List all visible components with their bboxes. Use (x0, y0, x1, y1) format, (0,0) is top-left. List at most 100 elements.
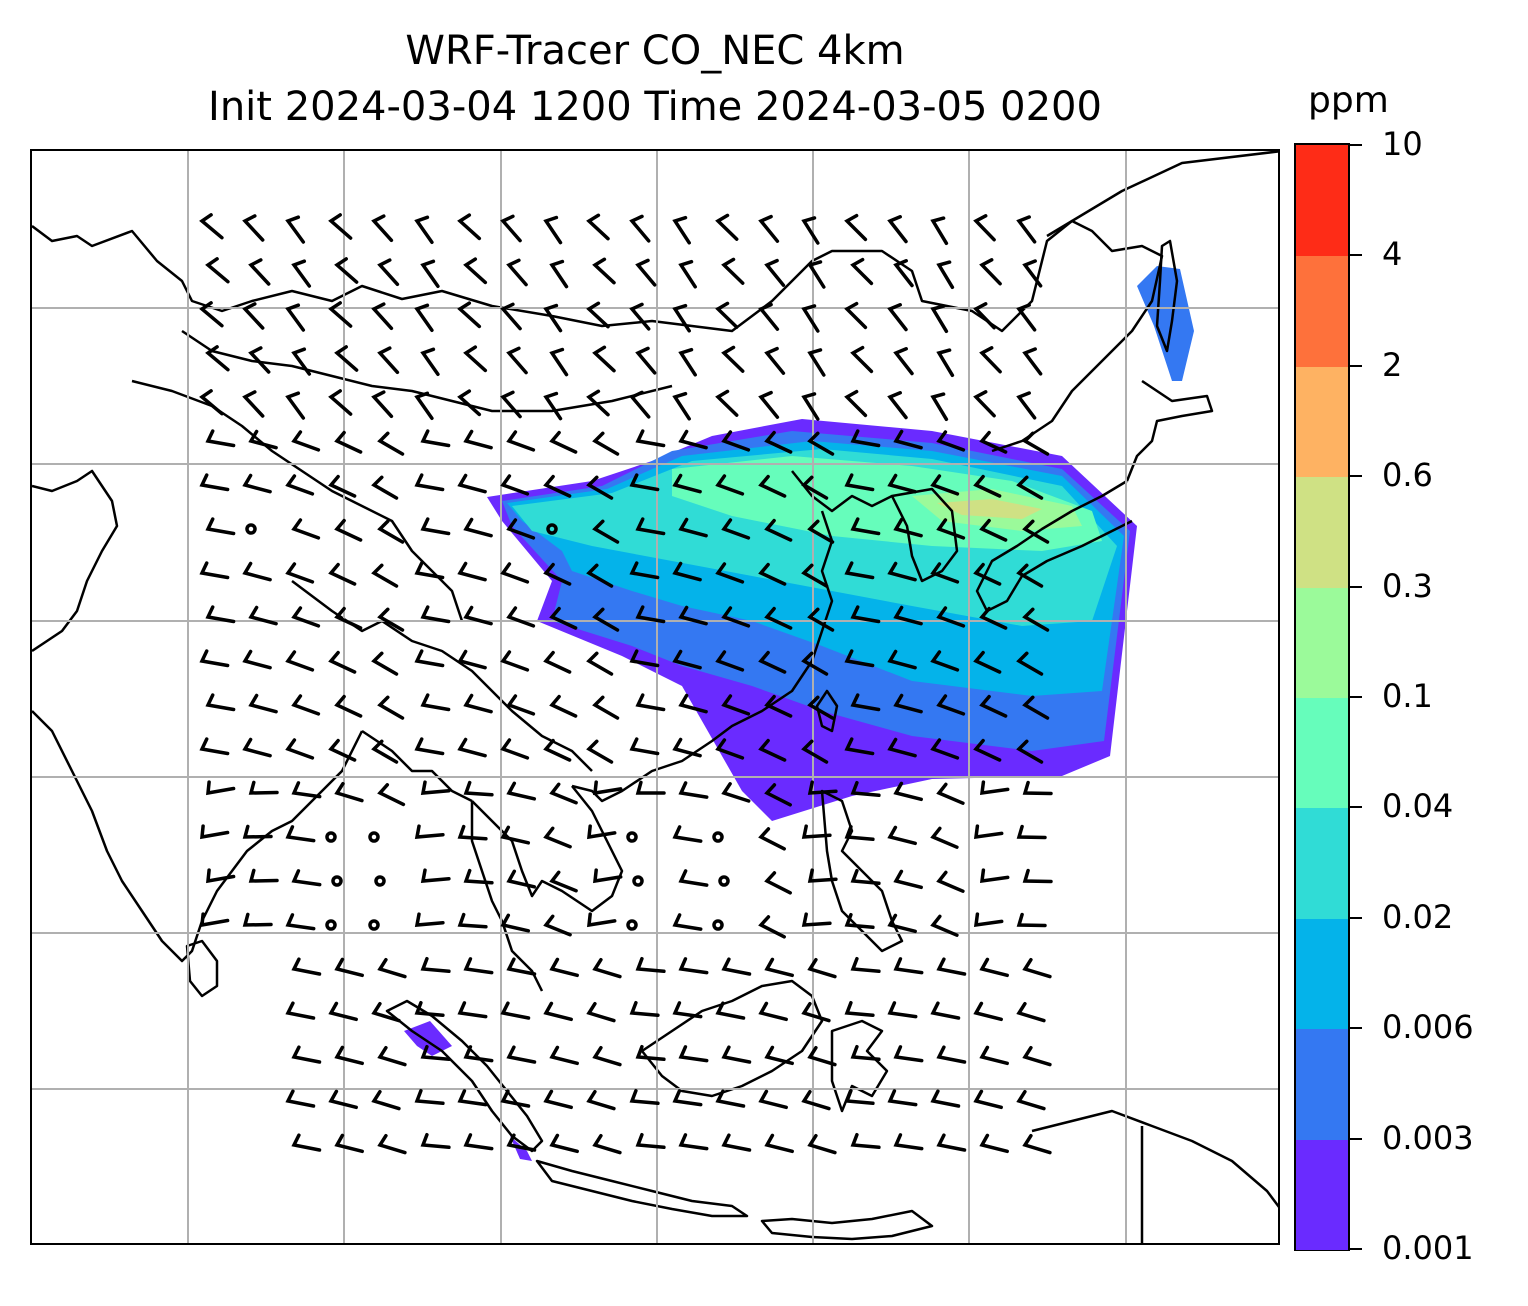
wind-barb (463, 780, 494, 797)
wind-barb (457, 1089, 488, 1107)
wind-barb (678, 605, 708, 626)
wind-barb (377, 258, 400, 287)
wind-barb (420, 517, 451, 536)
wind-barb (764, 346, 786, 375)
wind-barb (844, 301, 868, 330)
wind-barb (500, 214, 522, 243)
wind-barb (285, 1089, 316, 1108)
wind-barb (635, 956, 666, 974)
wind-barb (328, 650, 357, 674)
wind-barb (887, 649, 917, 670)
wind-barb (758, 562, 787, 586)
wind-barb (801, 739, 829, 764)
wind-barb (371, 1089, 401, 1111)
wind-barb (764, 258, 786, 287)
figure-title-line2: Init 2024-03-04 1200 Time 2024-03-05 020… (208, 84, 1102, 130)
wind-barb (549, 430, 578, 454)
wind-barb (1022, 431, 1050, 456)
coast-sumatra (385, 999, 544, 1153)
wind-barb (506, 869, 537, 889)
wind-barb (592, 431, 620, 456)
wind-barb (758, 738, 787, 762)
wind-barb (979, 868, 1010, 884)
colorbar-tick-label: 0.003 (1382, 1118, 1474, 1157)
wind-barb (248, 780, 279, 795)
wind-barb (979, 258, 1002, 286)
wind-barb (291, 430, 321, 452)
wind-barb (930, 826, 959, 849)
colorbar-tick (1350, 144, 1362, 146)
coast-korea (890, 487, 959, 583)
wind-barb (635, 605, 666, 624)
wind-barb (543, 826, 572, 849)
wind-barb (586, 563, 614, 588)
coast-sakhalin (1155, 239, 1179, 353)
wind-barb (930, 304, 949, 334)
wind-barb (930, 738, 960, 760)
wind-barb (457, 213, 482, 241)
wind-barb (414, 561, 445, 580)
wind-barb (1016, 475, 1044, 500)
wind-barb (893, 869, 923, 890)
map-panel[interactable] (30, 149, 1280, 1245)
colorbar-segment (1296, 255, 1348, 367)
wind-barb (199, 213, 224, 240)
colorbar-segment (1296, 145, 1348, 257)
coast-hokkaido (1125, 379, 1214, 482)
wind-barb (635, 346, 657, 375)
wind-barb (678, 347, 697, 377)
wind-barb (973, 650, 1002, 674)
wind-barb (758, 474, 787, 498)
wind-barb (629, 649, 660, 668)
wind-barb (979, 606, 1008, 630)
wind-barb (678, 781, 709, 799)
wind-barb-calm (712, 919, 724, 931)
wind-barb (715, 650, 745, 672)
wind-barb (973, 562, 1002, 586)
colorbar-tick-label: 0.001 (1382, 1229, 1474, 1267)
coast-philippines (820, 789, 904, 953)
wind-barb (979, 1045, 1009, 1066)
wind-barb (420, 868, 451, 883)
wind-barb (543, 474, 572, 498)
wind-barb (672, 737, 702, 758)
wind-barb (893, 1133, 924, 1151)
wind-barb (715, 1001, 746, 1020)
wind-barb (592, 257, 616, 285)
wind-barb (457, 389, 482, 417)
wind-barb (887, 215, 908, 244)
wind-barb (1022, 347, 1043, 376)
wind-barb (758, 915, 786, 939)
wind-barb (248, 693, 278, 714)
wind-barb (721, 1133, 752, 1152)
wind-barb (930, 1089, 961, 1108)
wind-barb (506, 518, 536, 540)
wind-barb (678, 1133, 709, 1151)
wind-barb (850, 956, 881, 974)
coastlines (32, 151, 1278, 1243)
wind-barb (887, 473, 917, 494)
wind-barb (678, 259, 697, 289)
wind-barb (979, 694, 1008, 718)
wind-barb (850, 517, 881, 536)
wind-barb (801, 563, 829, 588)
wind-barb (506, 781, 537, 801)
wind-barb (500, 1001, 531, 1020)
wind-barb (807, 868, 838, 883)
wind-barb (672, 303, 691, 333)
wind-barb (801, 216, 820, 245)
wind-barb (334, 430, 363, 454)
wind-barb (500, 562, 530, 584)
wind-barb (586, 651, 614, 676)
wind-barb (291, 781, 322, 799)
wind-barb-calm (546, 523, 558, 535)
wind-barb-calm (718, 875, 730, 887)
wind-barb (715, 389, 739, 417)
wind-barb (205, 257, 230, 284)
wind-barb (973, 1001, 1003, 1022)
wind-barb (1022, 957, 1052, 979)
wind-barb (371, 563, 399, 588)
wind-barb (371, 1001, 401, 1023)
wind-barb (371, 651, 399, 676)
wind-barb (758, 1001, 788, 1022)
